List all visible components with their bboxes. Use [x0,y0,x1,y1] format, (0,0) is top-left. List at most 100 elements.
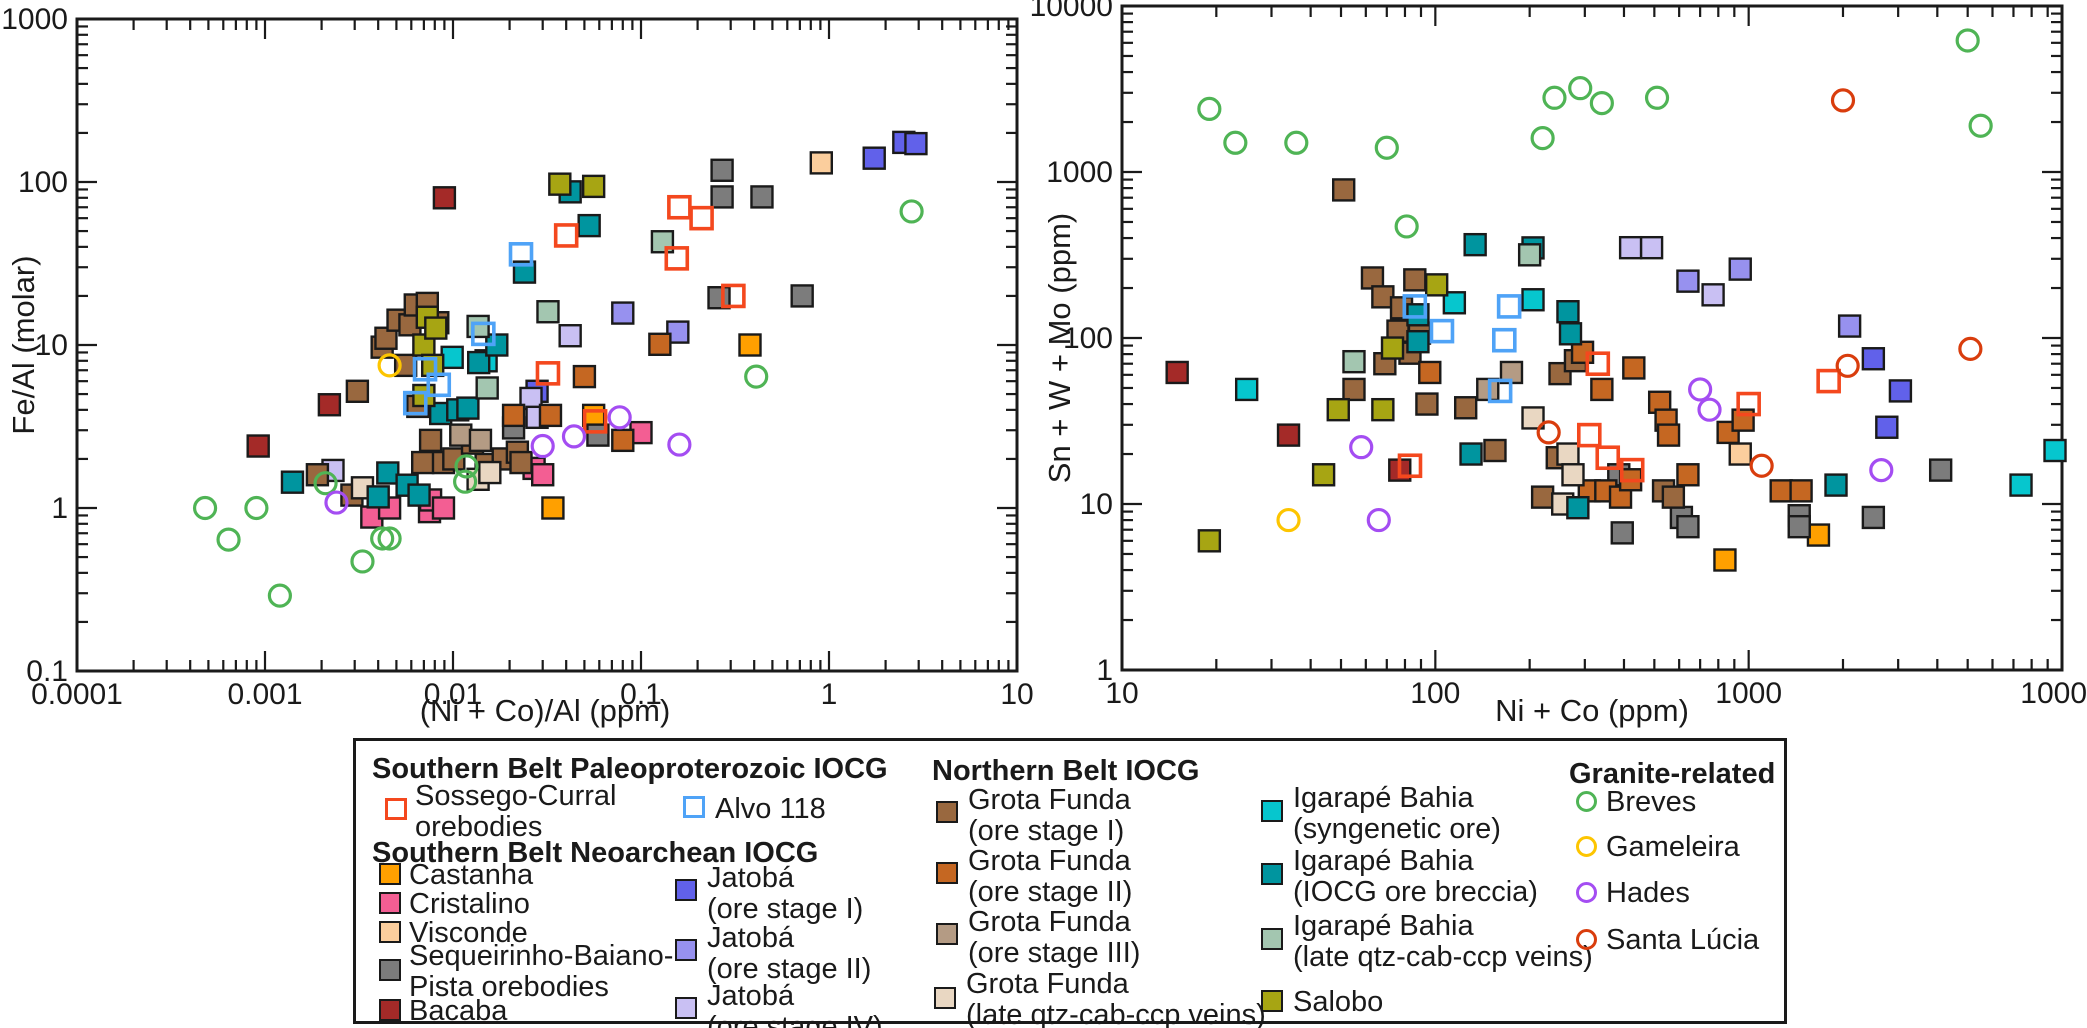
legend-label-line: (ore stage III) [968,937,1141,969]
svg-text:1000: 1000 [1046,156,1113,189]
svg-text:0.1: 0.1 [26,655,68,688]
svg-text:10000: 10000 [2020,677,2087,710]
svg-text:10000: 10000 [1030,0,1113,23]
svg-text:10: 10 [1080,488,1113,521]
legend-label-line: Pista orebodies [409,971,609,1003]
legend-label-line: Jatobá [707,980,795,1012]
legend-item-igarape-syngenetic: Igarapé Bahia (syngenetic ore) [1293,783,1501,845]
legend-label-line: (syngenetic ore) [1293,813,1501,845]
salobo-swatch-icon [1261,990,1283,1012]
cristalino-swatch-icon [379,892,401,914]
legend-label-line: Grota Funda [968,906,1131,938]
legend-item-jatoba-stage4: Jatobá (ore stage IV) [707,981,883,1028]
legend-label-line: Jatobá [707,862,795,894]
svg-text:0.001: 0.001 [227,678,302,711]
legend-item-castanha: Castanha [409,859,534,891]
svg-text:1000: 1000 [1715,677,1782,710]
legend-label-line: Grota Funda [968,845,1131,877]
legend-item-visconde: Visconde [409,917,528,949]
svg-text:1: 1 [1096,654,1113,687]
santa-lucia-swatch-icon [1576,929,1597,950]
legend-label-line: (IOCG ore breccia) [1293,876,1538,908]
legend-label-line: Sequeirinho-Baiano- [409,940,674,972]
legend-item-sequeirinho: Sequeirinho-Baiano- Pista orebodies [409,941,673,1003]
svg-text:0.01: 0.01 [424,678,482,711]
legend-item-breves: Breves [1606,786,1697,818]
igarape-late-veins-swatch-icon [1261,928,1283,950]
legend-item-hades: Hades [1606,877,1690,909]
legend-item-grota-funda-late-veins: Grota Funda (late qtz-cab-ccp veins) [966,969,1266,1028]
legend-item-igarape-iocg-breccia: Igarapé Bahia (IOCG ore breccia) [1293,846,1538,908]
legend-item-santa-lucia: Santa Lúcia [1606,924,1760,956]
sequeirinho-swatch-icon [379,959,401,981]
legend-label-line: Grota Funda [968,784,1131,816]
legend-item-grota-funda-stage1: Grota Funda (ore stage I) [968,785,1131,847]
svg-text:10: 10 [35,329,68,362]
svg-text:100: 100 [1063,322,1113,355]
gameleira-swatch-icon [1576,836,1597,857]
grota-funda-late-veins-swatch-icon [934,987,956,1009]
svg-text:1: 1 [821,678,838,711]
legend-item-alvo-118: Alvo 118 [715,793,826,825]
legend-item-grota-funda-stage3: Grota Funda (ore stage III) [968,907,1140,969]
jatoba-stage1-swatch-icon [675,879,697,901]
legend-item-bacaba: Bacaba [409,995,508,1027]
grota-funda-stage3-swatch-icon [936,923,958,945]
legend-header-neoarchean: Southern Belt Neoarchean IOCG [372,837,819,869]
jatoba-stage4-swatch-icon [675,997,697,1019]
alvo-118-swatch-icon [683,796,705,818]
visconde-swatch-icon [379,921,401,943]
legend-label-line: Igarapé Bahia [1293,782,1474,814]
legend-item-sossego: Sossego-Curral orebodies [415,781,616,843]
right-plot-y-axis-title: Sn + W + Mo (ppm) [1042,212,1077,484]
castanha-swatch-icon [379,863,401,885]
legend-label-line: Sossego-Curral [415,780,617,812]
svg-text:10: 10 [1105,677,1138,710]
igarape-syngenetic-swatch-icon [1261,800,1283,822]
legend-item-jatoba-stage1: Jatobá (ore stage I) [707,863,863,925]
legend-label-line: (ore stage II) [707,953,872,985]
legend-header-paleoproterozoic: Southern Belt Paleoproterozoic IOCG [372,753,888,785]
sossego-swatch-icon [385,798,407,820]
legend-label-line: Igarapé Bahia [1293,910,1474,942]
legend-item-jatoba-stage2: Jatobá (ore stage II) [707,923,871,985]
legend-item-grota-funda-stage2: Grota Funda (ore stage II) [968,846,1132,908]
bacaba-swatch-icon [379,999,401,1021]
grota-funda-stage2-swatch-icon [936,862,958,884]
legend-label-line: Igarapé Bahia [1293,845,1474,877]
legend-label-line: (ore stage I) [707,893,864,925]
hades-swatch-icon [1576,882,1597,903]
legend-label-line: (late qtz-cab-ccp veins) [1293,941,1593,973]
legend-label-line: Grota Funda [966,968,1129,1000]
grota-funda-stage1-swatch-icon [936,801,958,823]
breves-swatch-icon [1576,791,1597,812]
legend-label-line: (ore stage II) [968,876,1133,908]
legend-label-line: (late qtz-cab-ccp veins) [966,999,1266,1028]
legend-item-igarape-late-veins: Igarapé Bahia (late qtz-cab-ccp veins) [1293,911,1593,973]
legend: Southern Belt Paleoproterozoic IOCG Soss… [353,738,1787,1028]
svg-text:10: 10 [1000,678,1033,711]
left-plot-y-axis-title: Fe/Al (molar) [6,255,41,435]
jatoba-stage2-swatch-icon [675,939,697,961]
right-plot-x-axis-title: Ni + Co (ppm) [1495,693,1689,728]
legend-label-line: (ore stage IV) [707,1011,883,1028]
svg-text:0.0001: 0.0001 [31,678,123,711]
left-plot-x-axis-title: (Ni + Co)/Al (ppm) [419,693,671,728]
svg-text:100: 100 [18,166,68,199]
legend-label-line: (ore stage I) [968,815,1125,847]
svg-text:0.1: 0.1 [620,678,662,711]
legend-item-salobo: Salobo [1293,986,1384,1018]
legend-item-cristalino: Cristalino [409,888,530,920]
legend-header-northern-belt: Northern Belt IOCG [932,755,1200,787]
igarape-iocg-breccia-swatch-icon [1261,863,1283,885]
svg-text:1000: 1000 [1,3,68,36]
legend-label-line: Jatobá [707,922,795,954]
legend-item-gameleira: Gameleira [1606,831,1740,863]
legend-header-granite-related: Granite-related [1569,758,1776,790]
svg-text:100: 100 [1410,677,1460,710]
svg-text:1: 1 [51,492,68,525]
legend-label-line: orebodies [415,811,543,843]
